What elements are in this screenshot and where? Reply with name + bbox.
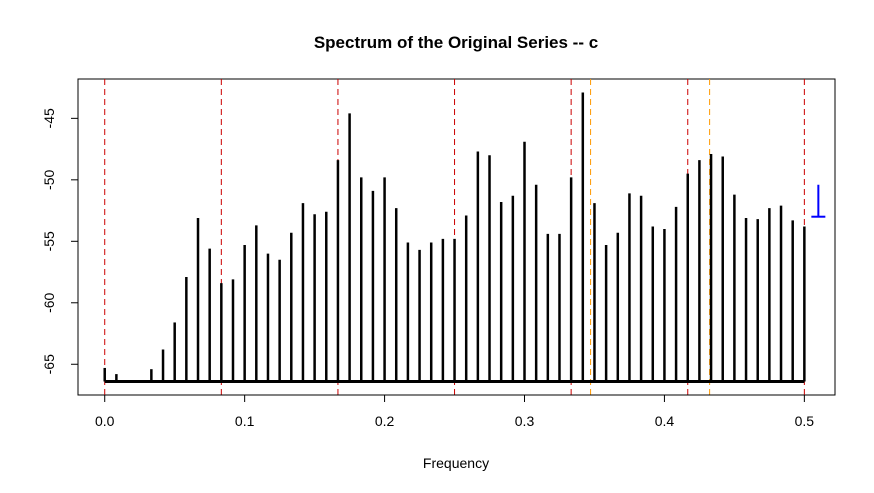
x-tick-label-5: 0.5 xyxy=(795,413,815,429)
x-tick-label-3: 0.3 xyxy=(515,413,535,429)
x-tick-label-1: 0.1 xyxy=(235,413,255,429)
x-tick-label-0: 0.0 xyxy=(95,413,115,429)
y-axis: -65 -60 -55 -50 -45 xyxy=(41,108,79,374)
bandwidth-marker xyxy=(811,184,826,218)
y-tick-label-0: -65 xyxy=(41,354,57,374)
x-axis: 0.0 0.1 0.2 0.3 0.4 0.5 xyxy=(95,394,815,429)
y-tick-label-4: -45 xyxy=(41,108,57,128)
x-axis-label: Frequency xyxy=(423,455,489,471)
x-tick-label-2: 0.2 xyxy=(375,413,395,429)
y-tick-label-3: -50 xyxy=(41,169,57,189)
y-tick-label-2: -55 xyxy=(41,231,57,251)
plot-frame xyxy=(77,78,836,396)
spectrum-spikes xyxy=(103,92,806,382)
chart-title: Spectrum of the Original Series -- c xyxy=(314,33,598,52)
y-tick-label-1: -60 xyxy=(41,292,57,312)
x-tick-label-4: 0.4 xyxy=(655,413,675,429)
